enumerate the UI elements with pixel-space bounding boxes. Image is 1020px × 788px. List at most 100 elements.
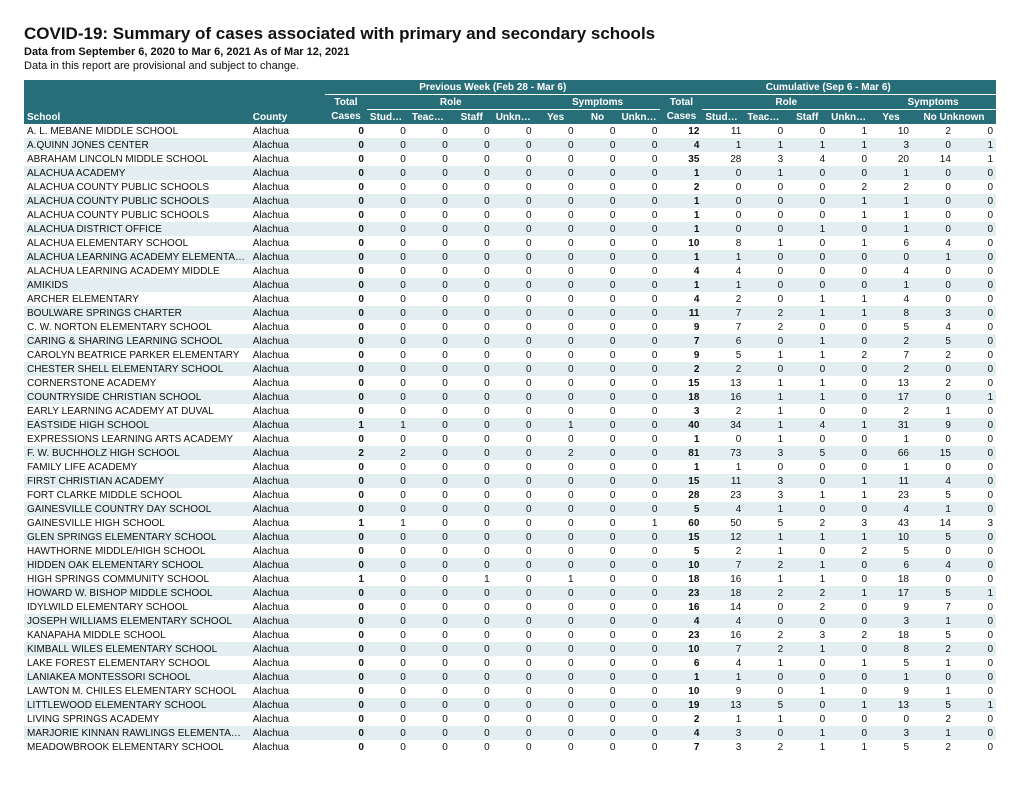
cell-cum: 1 bbox=[702, 670, 744, 684]
cell-prev: 0 bbox=[325, 250, 367, 264]
cell-cum: 0 bbox=[912, 362, 954, 376]
cell-prev: 0 bbox=[577, 390, 619, 404]
cell-cum: 1 bbox=[786, 684, 828, 698]
cell-cum: 1 bbox=[702, 460, 744, 474]
cell-prev: 0 bbox=[367, 320, 409, 334]
cell-county: Alachua bbox=[250, 502, 325, 516]
cell-county: Alachua bbox=[250, 278, 325, 292]
cell-prev: 0 bbox=[409, 362, 451, 376]
cell-prev: 0 bbox=[367, 572, 409, 586]
cell-prev: 0 bbox=[325, 404, 367, 418]
cell-prev: 0 bbox=[409, 292, 451, 306]
cell-cum: 0 bbox=[828, 432, 870, 446]
cell-prev: 0 bbox=[618, 488, 660, 502]
table-row: BOULWARE SPRINGS CHARTERAlachua000000001… bbox=[24, 306, 996, 320]
cell-school: ALACHUA COUNTY PUBLIC SCHOOLS bbox=[24, 194, 250, 208]
cell-prev: 1 bbox=[367, 516, 409, 530]
cell-prev: 0 bbox=[409, 502, 451, 516]
cell-cum: 2 bbox=[744, 306, 786, 320]
cell-prev: 0 bbox=[618, 530, 660, 544]
cell-cum: 0 bbox=[828, 278, 870, 292]
cell-prev: 0 bbox=[367, 488, 409, 502]
cell-prev: 0 bbox=[451, 320, 493, 334]
cell-cum: 0 bbox=[828, 334, 870, 348]
cell-school: GAINESVILLE HIGH SCHOOL bbox=[24, 516, 250, 530]
cell-prev: 1 bbox=[325, 418, 367, 432]
cell-cum: 0 bbox=[744, 222, 786, 236]
cell-cum: 0 bbox=[786, 166, 828, 180]
cell-cum: 1 bbox=[828, 488, 870, 502]
cell-cum: 1 bbox=[786, 740, 828, 754]
cell-prev: 0 bbox=[367, 726, 409, 740]
cell-prev: 0 bbox=[451, 334, 493, 348]
h-teachers-p: Teachers bbox=[409, 110, 451, 125]
cell-cum: 0 bbox=[828, 222, 870, 236]
cell-prev: 0 bbox=[325, 712, 367, 726]
cell-cum: 1 bbox=[912, 502, 954, 516]
cell-prev: 0 bbox=[409, 530, 451, 544]
cell-cum: 0 bbox=[954, 446, 996, 460]
cell-cum: 6 bbox=[870, 236, 912, 250]
cell-prev: 0 bbox=[535, 278, 577, 292]
cell-prev: 0 bbox=[577, 502, 619, 516]
cell-school: HOWARD W. BISHOP MIDDLE SCHOOL bbox=[24, 586, 250, 600]
cell-cum: 2 bbox=[744, 642, 786, 656]
cell-prev: 0 bbox=[325, 726, 367, 740]
table-row: GAINESVILLE COUNTRY DAY SCHOOLAlachua000… bbox=[24, 502, 996, 516]
cell-county: Alachua bbox=[250, 390, 325, 404]
table-row: ALACHUA LEARNING ACADEMY ELEMENTARYAlach… bbox=[24, 250, 996, 264]
table-row: FORT CLARKE MIDDLE SCHOOLAlachua00000000… bbox=[24, 488, 996, 502]
cell-school: EARLY LEARNING ACADEMY AT DUVAL bbox=[24, 404, 250, 418]
cell-prev: 0 bbox=[325, 684, 367, 698]
cell-school: ALACHUA LEARNING ACADEMY ELEMENTARY bbox=[24, 250, 250, 264]
cell-prev: 0 bbox=[493, 194, 535, 208]
cell-prev: 0 bbox=[409, 250, 451, 264]
cell-cum: 4 bbox=[660, 726, 702, 740]
cell-cum: 1 bbox=[744, 236, 786, 250]
cell-prev: 0 bbox=[577, 656, 619, 670]
cell-prev: 0 bbox=[325, 306, 367, 320]
cell-cum: 0 bbox=[786, 502, 828, 516]
cell-prev: 0 bbox=[409, 166, 451, 180]
cell-prev: 0 bbox=[325, 236, 367, 250]
group-prev: Previous Week (Feb 28 - Mar 6) bbox=[325, 80, 660, 95]
cell-cum: 0 bbox=[744, 460, 786, 474]
cell-county: Alachua bbox=[250, 376, 325, 390]
cell-prev: 0 bbox=[618, 376, 660, 390]
cell-prev: 0 bbox=[409, 306, 451, 320]
cell-cum: 10 bbox=[870, 530, 912, 544]
cell-prev: 0 bbox=[493, 474, 535, 488]
cell-cum: 9 bbox=[912, 418, 954, 432]
cell-prev: 0 bbox=[409, 180, 451, 194]
cell-cum: 4 bbox=[912, 474, 954, 488]
cell-cum: 3 bbox=[744, 152, 786, 166]
cell-cum: 0 bbox=[912, 194, 954, 208]
cell-cum: 0 bbox=[786, 124, 828, 138]
cell-prev: 0 bbox=[493, 124, 535, 138]
cell-prev: 0 bbox=[618, 334, 660, 348]
cell-prev: 0 bbox=[325, 334, 367, 348]
cell-cum: 1 bbox=[828, 194, 870, 208]
cell-prev: 0 bbox=[577, 334, 619, 348]
cell-cum: 1 bbox=[660, 208, 702, 222]
cell-prev: 0 bbox=[409, 138, 451, 152]
cell-prev: 0 bbox=[493, 572, 535, 586]
cell-prev: 0 bbox=[451, 152, 493, 166]
cell-cum: 0 bbox=[954, 628, 996, 642]
cell-prev: 0 bbox=[535, 558, 577, 572]
cell-cum: 0 bbox=[912, 222, 954, 236]
cell-prev: 0 bbox=[618, 684, 660, 698]
cell-county: Alachua bbox=[250, 292, 325, 306]
cell-cum: 2 bbox=[828, 628, 870, 642]
cell-school: ALACHUA DISTRICT OFFICE bbox=[24, 222, 250, 236]
cell-cum: 0 bbox=[786, 614, 828, 628]
cell-prev: 0 bbox=[535, 712, 577, 726]
cell-county: Alachua bbox=[250, 712, 325, 726]
cell-school: FAMILY LIFE ACADEMY bbox=[24, 460, 250, 474]
cell-prev: 0 bbox=[577, 600, 619, 614]
cell-cum: 2 bbox=[912, 124, 954, 138]
provisional-note: Data in this report are provisional and … bbox=[24, 60, 996, 72]
cell-prev: 0 bbox=[451, 404, 493, 418]
cell-prev: 0 bbox=[451, 516, 493, 530]
cell-cum: 23 bbox=[660, 628, 702, 642]
